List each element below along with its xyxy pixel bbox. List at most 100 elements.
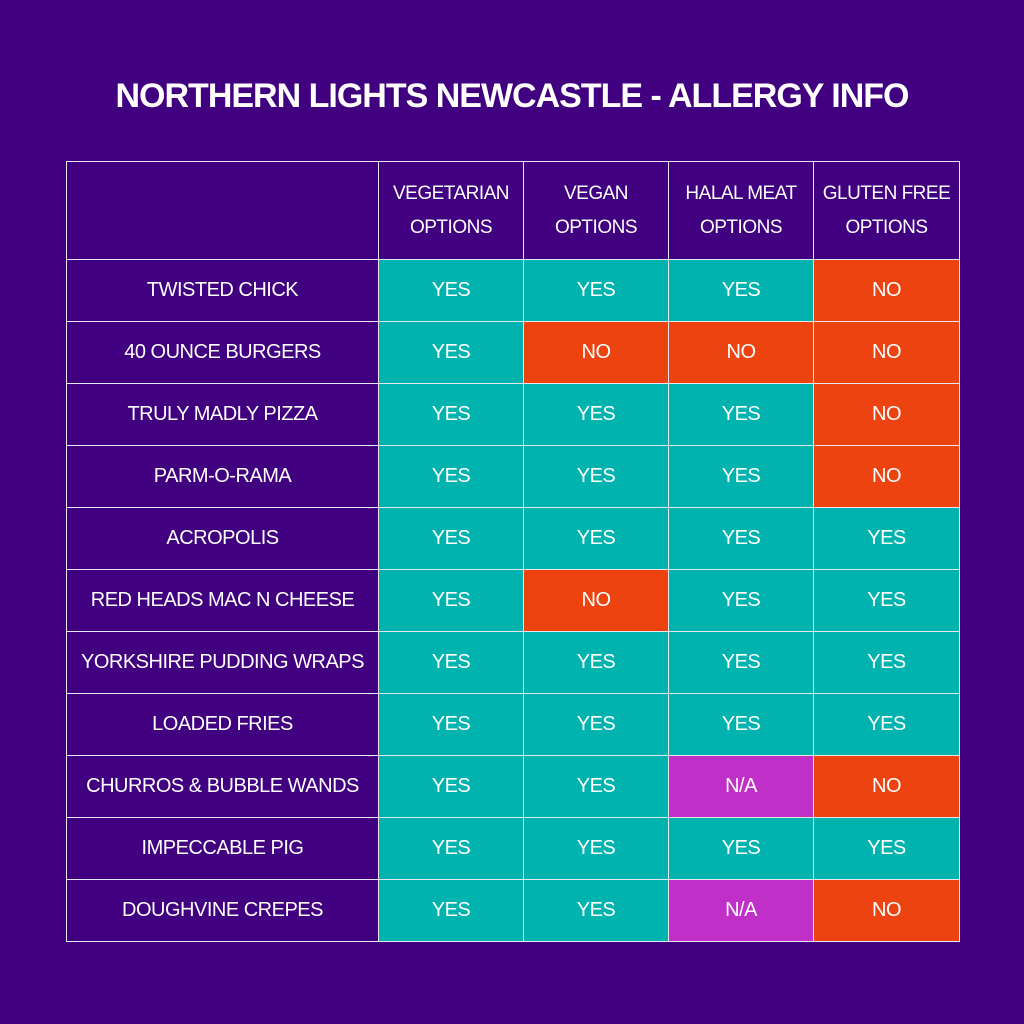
header-line: OPTIONS: [699, 216, 783, 238]
status-cell: YES: [813, 631, 960, 694]
vendor-name: LOADED FRIES: [152, 713, 293, 735]
table-row: LOADED FRIES YES YES YES YES: [66, 693, 960, 756]
vendor-name: ACROPOLIS: [166, 527, 279, 549]
status-value: YES: [431, 341, 471, 363]
status-value: YES: [867, 651, 906, 673]
vendor-name-cell: LOADED FRIES: [66, 693, 379, 756]
status-cell: YES: [378, 321, 524, 384]
vendor-name-cell: 40 OUNCE BURGERS: [66, 321, 379, 384]
status-cell: YES: [668, 445, 814, 508]
header-line: OPTIONS: [845, 216, 928, 238]
status-value: N/A: [725, 775, 757, 797]
status-value: YES: [721, 589, 761, 611]
status-cell: N/A: [668, 755, 814, 818]
status-value: NO: [872, 775, 902, 797]
vendor-name-cell: CHURROS & BUBBLE WANDS: [66, 755, 379, 818]
status-cell: NO: [813, 259, 960, 322]
vendor-name: TWISTED CHICK: [146, 279, 299, 301]
status-cell: YES: [813, 817, 960, 880]
status-cell: YES: [668, 507, 814, 570]
status-cell: YES: [378, 693, 524, 756]
status-cell: YES: [668, 693, 814, 756]
vendor-name: 40 OUNCE BURGERS: [124, 341, 321, 363]
status-cell: YES: [523, 631, 669, 694]
status-cell: NO: [813, 321, 960, 384]
table-row: CHURROS & BUBBLE WANDS YES YES N/A NO: [66, 755, 960, 818]
status-cell: YES: [668, 259, 814, 322]
column-header: GLUTEN FREE OPTIONS: [813, 161, 960, 260]
column-header: HALAL MEAT OPTIONS: [668, 161, 814, 260]
vendor-name: CHURROS & BUBBLE WANDS: [86, 775, 359, 797]
table-row: YORKSHIRE PUDDING WRAPS YES YES YES YES: [66, 631, 960, 694]
status-value: YES: [431, 713, 471, 735]
status-value: YES: [431, 651, 471, 673]
status-value: YES: [576, 465, 616, 487]
vendor-name: YORKSHIRE PUDDING WRAPS: [81, 651, 364, 673]
status-cell: YES: [668, 817, 814, 880]
status-value: YES: [867, 527, 906, 549]
status-value: YES: [721, 651, 761, 673]
vendor-name: RED HEADS MAC N CHEESE: [90, 589, 355, 611]
vendor-name-cell: IMPECCABLE PIG: [66, 817, 379, 880]
status-value: YES: [431, 899, 471, 921]
status-cell: YES: [378, 445, 524, 508]
status-cell: YES: [668, 631, 814, 694]
status-value: NO: [581, 341, 612, 363]
status-value: NO: [726, 341, 757, 363]
status-value: YES: [431, 279, 471, 301]
vendor-name: TRULY MADLY PIZZA: [127, 403, 318, 425]
status-cell: NO: [523, 321, 669, 384]
header-row: VEGETARIAN OPTIONS VEGAN OPTIONS HALAL MEAT O…: [66, 161, 960, 260]
status-value: YES: [431, 527, 471, 549]
table-row: IMPECCABLE PIG YES YES YES YES: [66, 817, 960, 880]
status-cell: YES: [378, 569, 524, 632]
status-value: YES: [431, 837, 471, 859]
page-title: NORTHERN LIGHTS NEWCASTLE - ALLERGY INFO: [40, 74, 984, 118]
status-value: YES: [576, 899, 616, 921]
status-cell: NO: [813, 445, 960, 508]
allergy-table: VEGETARIAN OPTIONS VEGAN OPTIONS HALAL MEAT O…: [66, 161, 960, 942]
status-cell: YES: [668, 383, 814, 446]
status-value: YES: [721, 279, 761, 301]
status-value: YES: [576, 279, 616, 301]
header-line: OPTIONS: [554, 216, 638, 238]
status-value: YES: [867, 837, 906, 859]
status-value: YES: [867, 589, 906, 611]
table-row: TRULY MADLY PIZZA YES YES YES NO: [66, 383, 960, 446]
status-value: NO: [872, 465, 902, 487]
status-value: YES: [721, 837, 761, 859]
status-value: YES: [576, 713, 616, 735]
table-row: 40 OUNCE BURGERS YES NO NO NO: [66, 321, 960, 384]
status-value: YES: [431, 403, 471, 425]
vendor-name-cell: TWISTED CHICK: [66, 259, 379, 322]
status-cell: YES: [668, 569, 814, 632]
header-line: OPTIONS: [409, 216, 493, 238]
status-value: YES: [721, 713, 761, 735]
status-value: N/A: [725, 899, 757, 921]
status-cell: YES: [813, 693, 960, 756]
status-value: YES: [431, 465, 471, 487]
table-row: ACROPOLIS YES YES YES YES: [66, 507, 960, 570]
status-value: YES: [431, 589, 471, 611]
status-cell: YES: [523, 817, 669, 880]
status-cell: YES: [523, 693, 669, 756]
status-cell: NO: [813, 383, 960, 446]
status-value: YES: [576, 651, 616, 673]
header-line: HALAL MEAT: [685, 182, 797, 204]
status-value: NO: [872, 341, 902, 363]
status-cell: YES: [378, 507, 524, 570]
status-cell: NO: [668, 321, 814, 384]
status-value: YES: [576, 403, 616, 425]
status-cell: YES: [378, 879, 524, 942]
vendor-name: IMPECCABLE PIG: [141, 837, 304, 859]
table-row: DOUGHVINE CREPES YES YES N/A NO: [66, 879, 960, 942]
header-line: VEGETARIAN: [392, 182, 510, 204]
status-cell: YES: [813, 569, 960, 632]
status-cell: YES: [378, 383, 524, 446]
status-value: NO: [872, 279, 902, 301]
status-value: YES: [576, 527, 616, 549]
column-header: VEGAN OPTIONS: [523, 161, 669, 260]
status-cell: YES: [378, 259, 524, 322]
header-line: VEGAN: [563, 182, 629, 204]
status-value: YES: [431, 775, 471, 797]
